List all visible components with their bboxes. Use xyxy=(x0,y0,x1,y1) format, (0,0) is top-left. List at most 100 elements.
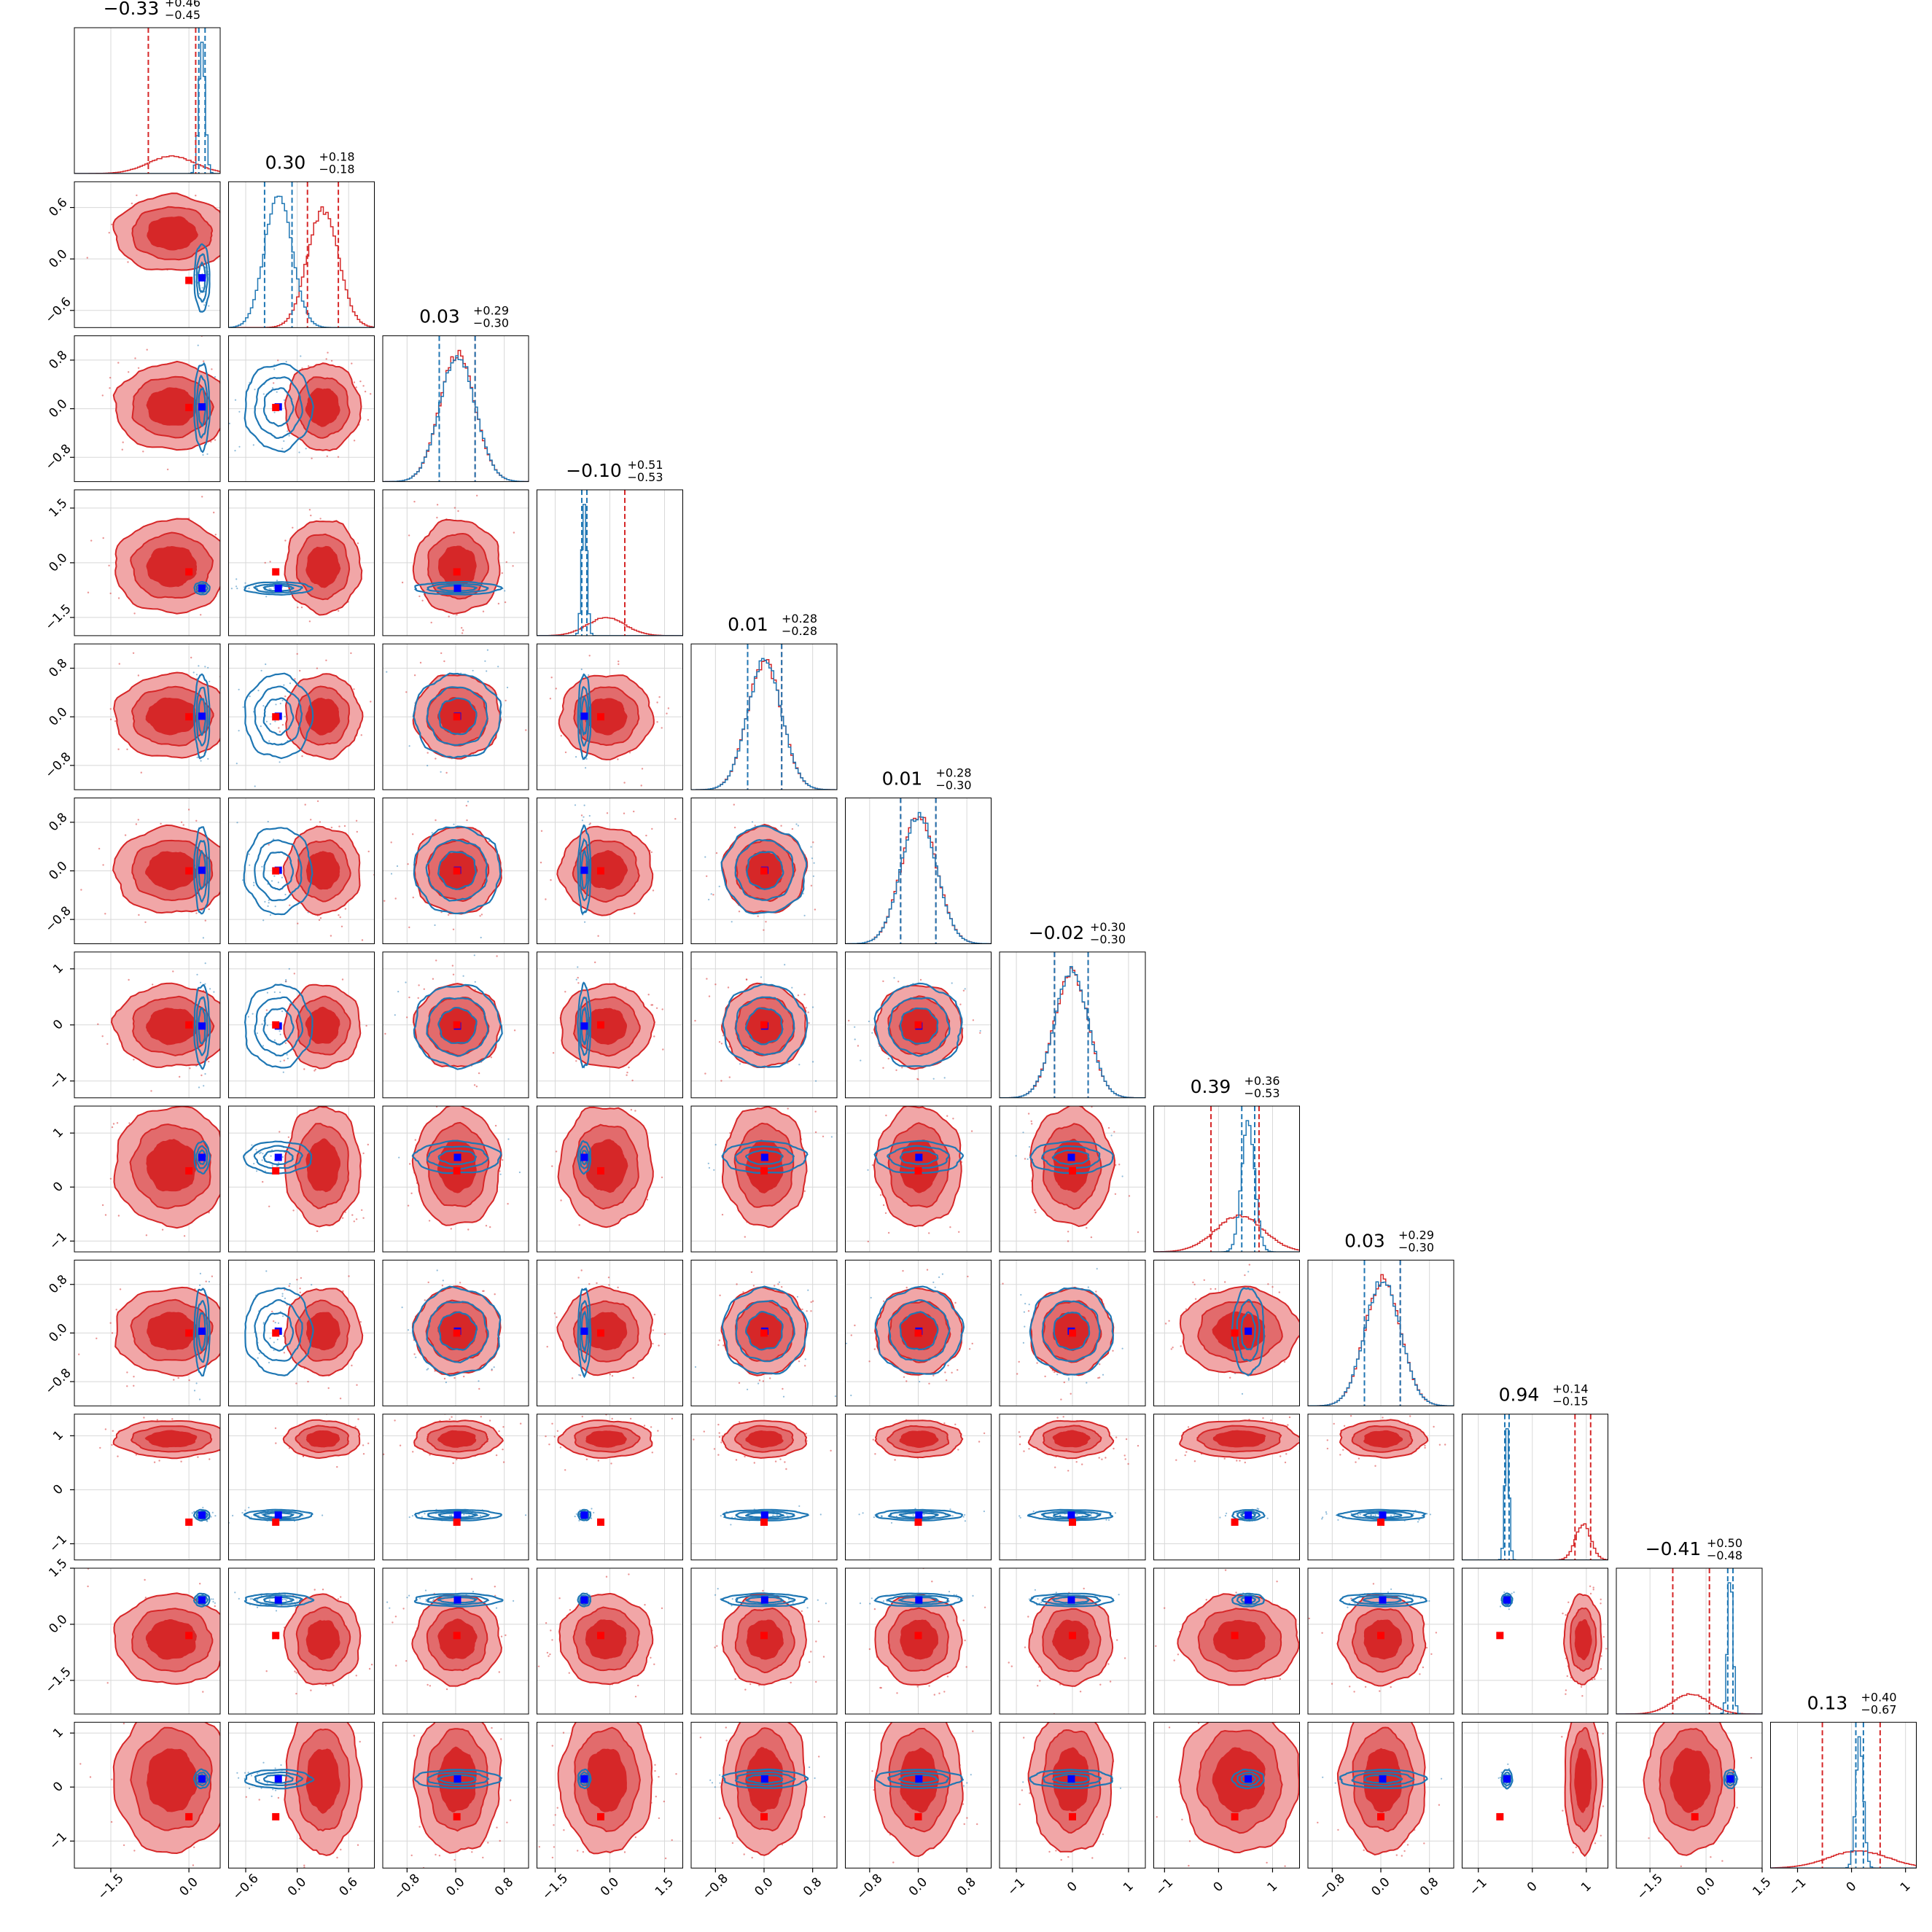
blue-sample xyxy=(707,1162,709,1164)
red-sample xyxy=(578,1224,580,1226)
red-sample xyxy=(238,1312,239,1314)
red-sample xyxy=(135,823,138,825)
red-sample xyxy=(133,1376,135,1378)
blue-sample xyxy=(782,1395,785,1398)
blue-contour-outer xyxy=(193,983,211,1070)
panel-title-plus: +0.46 xyxy=(165,0,200,9)
blue-sample xyxy=(434,924,436,927)
red-sample xyxy=(140,771,142,774)
panel-frame xyxy=(74,1259,221,1406)
blue-truth-marker xyxy=(198,1153,206,1161)
red-sample xyxy=(86,257,89,259)
blue-sample xyxy=(718,885,720,887)
red-sample xyxy=(410,1192,413,1195)
blue-sample xyxy=(260,725,262,728)
blue-sample xyxy=(234,450,236,452)
red-sample xyxy=(641,768,644,770)
red-sample xyxy=(887,1231,890,1234)
panel-frame xyxy=(382,1259,529,1406)
red-sample xyxy=(714,983,717,986)
panel-content xyxy=(691,951,837,1098)
red-sample xyxy=(104,1214,107,1216)
panel-5-4 xyxy=(690,798,838,944)
red-sample xyxy=(774,1285,776,1287)
red-sample xyxy=(1114,1193,1117,1196)
blue-sample xyxy=(284,715,286,717)
blue-sample xyxy=(834,1395,837,1398)
red-sample xyxy=(632,1376,634,1379)
blue-sample xyxy=(204,666,206,668)
red-sample xyxy=(109,1177,112,1180)
red-sample xyxy=(190,656,192,659)
red-sample xyxy=(413,674,416,677)
blue-contour-inner xyxy=(437,584,478,592)
red-sample xyxy=(626,1074,628,1076)
panel-7-2 xyxy=(382,1105,529,1253)
blue-sample xyxy=(268,740,270,742)
red-sample xyxy=(264,561,266,564)
blue-sample xyxy=(226,383,227,385)
red-sample xyxy=(631,1079,634,1082)
red-sample xyxy=(238,1018,240,1020)
red-sample xyxy=(109,387,111,389)
red-sample xyxy=(839,1189,841,1191)
red-truth-marker xyxy=(453,568,461,576)
red-sample xyxy=(97,1023,99,1026)
blue-sample xyxy=(426,765,429,767)
panel-content xyxy=(74,951,240,1098)
blue-sample xyxy=(199,1272,201,1274)
red-sample xyxy=(237,1339,238,1340)
blue-contour-middle xyxy=(734,838,795,901)
y-tick-label: 0.8 xyxy=(46,348,70,372)
red-sample xyxy=(348,1275,350,1277)
red-sample xyxy=(1128,1195,1131,1197)
panel-frame xyxy=(382,951,529,1099)
red-sample xyxy=(476,494,478,496)
red-sample xyxy=(782,1103,784,1105)
red-sample xyxy=(375,722,377,724)
blue-sample xyxy=(585,757,588,760)
blue-contour-outer xyxy=(243,827,313,916)
panel-frame xyxy=(690,951,838,1099)
blue-sample xyxy=(270,1155,272,1157)
blue-sample xyxy=(204,983,206,985)
blue-contour-middle xyxy=(253,583,303,593)
red-sample xyxy=(180,821,183,824)
blue-contour-middle xyxy=(195,1300,209,1363)
red-sample xyxy=(808,1022,810,1024)
red-sample xyxy=(338,914,340,916)
red-sample xyxy=(645,834,647,837)
panel-4-0: −0.80.00.8 xyxy=(42,643,227,790)
blue-sample xyxy=(497,666,499,668)
red-sample xyxy=(205,1280,207,1282)
red-sample xyxy=(341,1217,344,1219)
blue-truth-marker xyxy=(198,274,206,282)
blue-sample xyxy=(273,368,276,370)
red-sample xyxy=(501,572,503,574)
blue-sample xyxy=(260,669,262,672)
blue-sample xyxy=(760,976,763,978)
blue-truth-marker xyxy=(580,866,588,874)
blue-sample xyxy=(265,1270,268,1272)
red-sample xyxy=(353,688,355,690)
blue-contour-outer xyxy=(244,1287,314,1376)
blue-sample xyxy=(224,975,225,977)
red-sample xyxy=(577,976,579,979)
panel-frame xyxy=(845,798,992,944)
blue-sample xyxy=(283,440,285,443)
panel-title: 0.03 xyxy=(419,306,460,327)
blue-contour-outer xyxy=(577,824,592,916)
blue-sample xyxy=(268,588,270,590)
red-sample xyxy=(658,696,661,698)
blue-sample xyxy=(284,893,287,896)
red-sample xyxy=(721,1213,724,1216)
red-sample xyxy=(226,729,227,731)
panel-title-plus: +0.28 xyxy=(782,612,817,626)
red-contour-inner xyxy=(437,545,477,587)
red-sample xyxy=(949,1226,951,1228)
red-sample xyxy=(325,358,327,360)
y-tick-label: 0.8 xyxy=(46,656,70,680)
blue-contour-inner xyxy=(262,1312,295,1352)
red-truth-marker xyxy=(453,713,461,721)
red-sample xyxy=(803,1190,806,1193)
